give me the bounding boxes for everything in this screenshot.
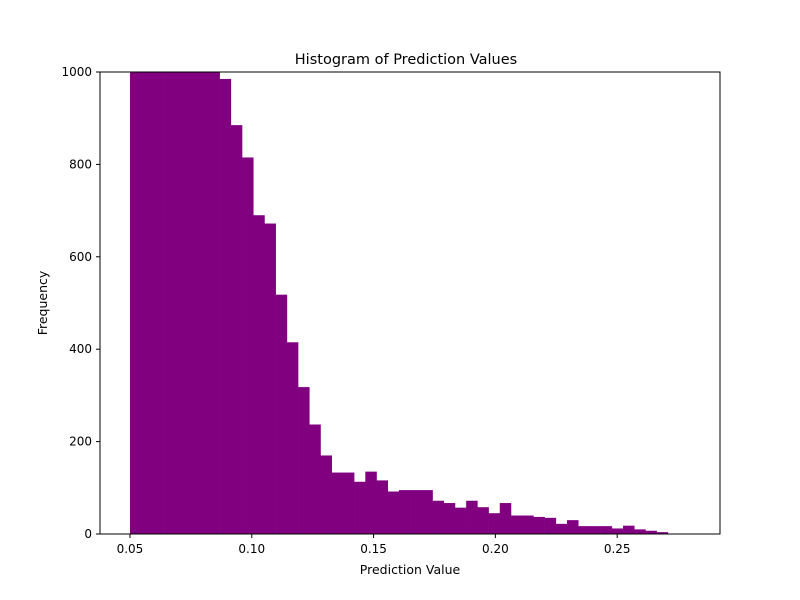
histogram-bar [589, 526, 601, 534]
histogram-bar [365, 471, 377, 534]
histogram-bar [499, 503, 512, 534]
x-axis-ticks: 0.05 0.10 0.15 0.20 0.25 [117, 534, 631, 556]
histogram-bar [197, 72, 209, 534]
x-tick-label: 0.20 [482, 542, 509, 556]
histogram-bar [174, 72, 187, 534]
x-tick-label: 0.15 [360, 542, 387, 556]
histogram-bar [611, 528, 624, 534]
histogram-bar [533, 516, 545, 534]
x-tick-label: 0.25 [604, 542, 631, 556]
histogram-bar [488, 513, 501, 534]
histogram-bar [141, 72, 153, 534]
histogram-bar [219, 78, 232, 535]
y-tick-label: 0 [84, 527, 92, 541]
y-axis-label: Frequency [35, 270, 50, 335]
histogram-bar [454, 507, 467, 534]
histogram-bar [208, 72, 220, 534]
histogram-bar [398, 490, 411, 534]
y-tick-label: 1000 [61, 65, 92, 79]
histogram-bar [623, 525, 635, 534]
histogram-bar [320, 455, 332, 534]
histogram-bar [555, 523, 568, 534]
histogram-bar [600, 526, 613, 534]
y-tick-label: 600 [69, 250, 92, 264]
histogram-bar [253, 215, 265, 534]
y-tick-label: 200 [69, 435, 92, 449]
histogram-bar [342, 472, 355, 534]
histogram-bar [567, 520, 579, 534]
plot-area-frame [99, 71, 721, 535]
histogram-bar [634, 529, 646, 534]
histogram-bar [354, 481, 366, 534]
histogram-bar [656, 532, 669, 534]
histogram-bar [242, 157, 254, 534]
histogram-bar [376, 480, 389, 534]
histogram-bar [432, 500, 445, 534]
y-tick-label: 800 [69, 157, 92, 171]
histogram-bar [544, 517, 557, 534]
y-tick-label: 400 [69, 342, 92, 356]
histogram-bars [129, 72, 669, 535]
histogram-bar [275, 294, 288, 534]
histogram-bar [298, 387, 310, 534]
histogram-bar [443, 503, 456, 534]
histogram-bar [578, 526, 590, 534]
x-tick-label: 0.05 [117, 542, 144, 556]
histogram-bar [645, 530, 657, 534]
histogram-bar [387, 491, 400, 534]
histogram-bar [410, 490, 422, 534]
x-tick-label: 0.10 [238, 542, 265, 556]
histogram-bar [510, 515, 523, 534]
histogram-bar [421, 490, 433, 534]
y-axis-ticks: 0 200 400 600 800 1000 [61, 65, 100, 541]
histogram-bar [264, 223, 276, 535]
histogram-bar [129, 72, 142, 534]
histogram-bar [286, 342, 299, 534]
histogram-bar [309, 424, 321, 534]
histogram-bar [152, 72, 164, 534]
histogram-bar [331, 472, 344, 534]
x-axis-label: Prediction Value [360, 562, 461, 577]
chart-title: Histogram of Prediction Values [295, 52, 517, 68]
histogram-bar [186, 72, 198, 534]
histogram-bar [477, 507, 489, 534]
histogram-bar [163, 72, 176, 534]
histogram-bar [230, 125, 243, 534]
histogram-bar [466, 500, 478, 534]
histogram-bar [522, 515, 534, 534]
